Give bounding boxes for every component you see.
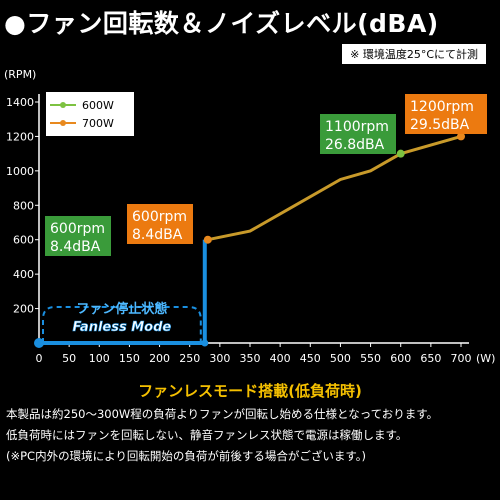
data-point-600w bbox=[396, 149, 405, 158]
x-tick-label: 450 bbox=[300, 352, 321, 365]
legend-line-600w bbox=[50, 102, 76, 108]
x-tick-label: 650 bbox=[420, 352, 441, 365]
x-tick-label: 200 bbox=[149, 352, 170, 365]
description-line-3: (※PC内外の環境により回転開始の負荷が前後する場合がございます。) bbox=[6, 449, 366, 463]
y-tick-label: 400 bbox=[13, 268, 34, 281]
y-tick-label: 800 bbox=[13, 199, 34, 212]
legend-label-700w: 700W bbox=[82, 116, 114, 130]
fanless-mode-heading: ファンレスモード搭載(低負荷時) bbox=[138, 382, 362, 400]
x-tick-label: 300 bbox=[209, 352, 230, 365]
x-tick-label: 100 bbox=[89, 352, 110, 365]
x-tick-label: 500 bbox=[330, 352, 351, 365]
x-tick-label: 550 bbox=[360, 352, 381, 365]
fanless-end-point bbox=[201, 339, 209, 347]
data-point-700w bbox=[203, 235, 212, 244]
fan-speed-chart: (RPM) (W) 0 50 100 150 200 250 300 350 400 450 500… bbox=[4, 68, 495, 365]
fanless-label-ja: ファン停止状態 bbox=[76, 301, 167, 317]
x-tick-label: 400 bbox=[270, 352, 291, 365]
x-tick-label: 150 bbox=[119, 352, 140, 365]
legend-label-600w: 600W bbox=[82, 98, 114, 112]
y-tick-label: 200 bbox=[13, 303, 34, 316]
y-tick-label: 600 bbox=[13, 234, 34, 247]
y-tick-label: 1200 bbox=[6, 130, 34, 143]
y-tick-label: 1000 bbox=[6, 165, 34, 178]
legend-item-700w: 700W bbox=[50, 115, 114, 131]
measurement-note: ※ 環境温度25°Cにて計測 bbox=[342, 44, 486, 64]
fanless-region-outline bbox=[42, 306, 202, 343]
legend-item-600w: 600W bbox=[50, 97, 114, 113]
annotation-600w-1100rpm-box bbox=[320, 114, 396, 154]
x-tick-label: 0 bbox=[36, 352, 43, 365]
x-tick-label: 600 bbox=[390, 352, 411, 365]
x-tick-label: 350 bbox=[240, 352, 261, 365]
chart-legend: 600W 700W bbox=[46, 92, 134, 136]
legend-line-700w bbox=[50, 120, 76, 126]
annotation-600w-600rpm-dba: 8.4dBA bbox=[50, 239, 101, 255]
description-line-2: 低負荷時にはファンを回転しない、静音ファンレス状態で電源は稼働します。 bbox=[6, 428, 408, 442]
data-point-700w bbox=[457, 132, 465, 141]
fanless-start-point bbox=[34, 338, 44, 348]
annotation-700w-1200rpm-rpm: 1200rpm bbox=[410, 99, 474, 115]
description-line-1: 本製品は約250～300W程の負荷よりファンが回転し始める仕様となっております。 bbox=[6, 407, 439, 421]
annotation-700w-600rpm-box bbox=[127, 204, 193, 244]
annotation-700w-1200rpm-box bbox=[405, 94, 487, 134]
annotation-700w-1200rpm-dba: 29.5dBA bbox=[410, 117, 470, 133]
annotation-600w-1100rpm-dba: 26.8dBA bbox=[325, 137, 385, 153]
annotation-700w-600rpm-rpm: 600rpm bbox=[132, 209, 187, 225]
y-axis-label: (RPM) bbox=[4, 68, 36, 81]
y-tick-label: 1400 bbox=[6, 96, 34, 109]
x-axis-label: (W) bbox=[476, 352, 495, 365]
x-tick-label: 700 bbox=[451, 352, 472, 365]
annotation-600w-600rpm-box bbox=[45, 216, 111, 256]
annotation-600w-1100rpm-rpm: 1100rpm bbox=[325, 119, 389, 135]
description: 本製品は約250～300W程の負荷よりファンが回転し始める仕様となっております。… bbox=[6, 404, 496, 467]
x-tick-label: 50 bbox=[62, 352, 76, 365]
fanless-label-en: Fanless Mode bbox=[73, 320, 172, 335]
x-tick-label: 250 bbox=[179, 352, 200, 365]
annotation-600w-600rpm-rpm: 600rpm bbox=[50, 221, 105, 237]
annotation-700w-600rpm-dba: 8.4dBA bbox=[132, 227, 183, 243]
page-title: ●ファン回転数＆ノイズレベル(dBA) bbox=[4, 9, 439, 38]
